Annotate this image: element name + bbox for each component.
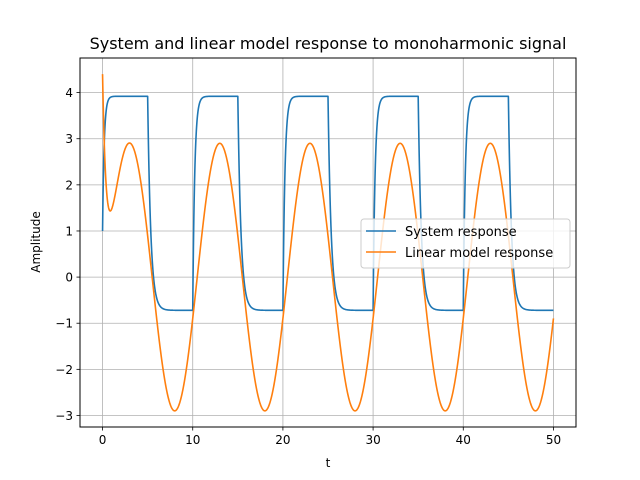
series-line-system-response bbox=[101, 95, 555, 312]
ticks: 0 10 20 30 40 50 −3 −2 −1 0 1 2 3 4 bbox=[55, 86, 561, 447]
y-tick-label: 4 bbox=[65, 86, 73, 100]
y-tick-label: −3 bbox=[55, 409, 73, 423]
x-tick-label: 30 bbox=[365, 433, 380, 447]
x-tick-label: 0 bbox=[99, 433, 107, 447]
x-tick-label: 20 bbox=[275, 433, 290, 447]
series-layer bbox=[101, 74, 555, 412]
plot-frame bbox=[79, 57, 577, 428]
y-tick-label: −2 bbox=[55, 363, 73, 377]
y-tick-label: 1 bbox=[65, 224, 73, 238]
series-line-linear-model-response bbox=[101, 74, 555, 412]
x-tick-label: 50 bbox=[546, 433, 561, 447]
chart-title: System and linear model response to mono… bbox=[90, 34, 567, 53]
y-tick-label: 3 bbox=[65, 132, 73, 146]
y-tick-label: 2 bbox=[65, 178, 73, 192]
x-axis-label: t bbox=[326, 456, 331, 470]
legend-label-linear-model-response: Linear model response bbox=[405, 246, 553, 261]
legend-box bbox=[360, 218, 571, 269]
y-tick-label: −1 bbox=[55, 317, 73, 331]
y-axis-label: Amplitude bbox=[29, 211, 43, 273]
x-tick-label: 40 bbox=[456, 433, 471, 447]
x-tick-label: 10 bbox=[185, 433, 200, 447]
legend: System response Linear model response bbox=[360, 218, 571, 269]
y-tick-label: 0 bbox=[65, 271, 73, 285]
legend-label-system-response: System response bbox=[405, 225, 517, 240]
